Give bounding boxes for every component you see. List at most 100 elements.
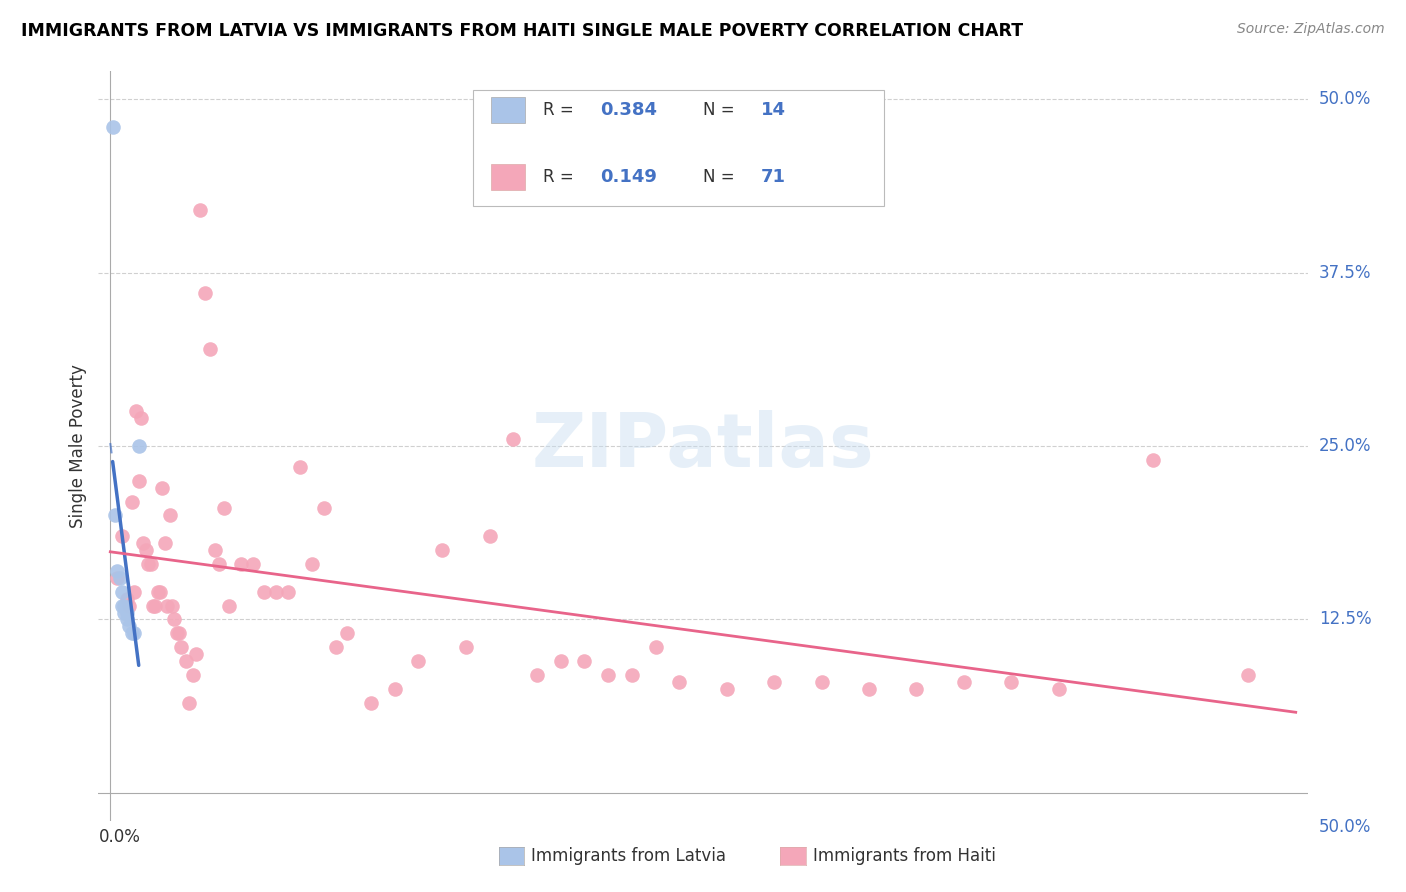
Point: [143, 599, 166, 613]
Point: [242, 557, 264, 571]
Point: [668, 674, 690, 689]
Point: [111, 584, 134, 599]
Point: [253, 584, 276, 599]
Point: [111, 599, 134, 613]
Point: [128, 439, 150, 453]
Point: [502, 432, 524, 446]
Point: [763, 674, 786, 689]
Point: [125, 404, 148, 418]
Y-axis label: Single Male Poverty: Single Male Poverty: [69, 364, 87, 528]
Point: [166, 626, 188, 640]
Point: [129, 411, 152, 425]
Point: [644, 640, 666, 655]
Point: [177, 696, 200, 710]
Point: [159, 508, 181, 523]
Point: [105, 564, 128, 578]
Point: [204, 543, 226, 558]
Text: 0.149: 0.149: [600, 168, 657, 186]
Text: Source: ZipAtlas.com: Source: ZipAtlas.com: [1237, 22, 1385, 37]
Text: 50.0%: 50.0%: [1319, 818, 1371, 836]
Point: [135, 543, 157, 558]
Point: [136, 557, 159, 571]
Text: R =: R =: [543, 102, 579, 120]
Point: [101, 120, 124, 134]
Point: [111, 529, 134, 543]
Point: [288, 459, 311, 474]
Point: [1237, 668, 1260, 682]
Point: [952, 674, 974, 689]
Point: [432, 543, 454, 558]
Point: [620, 668, 643, 682]
Point: [598, 668, 620, 682]
Point: [184, 647, 207, 661]
Point: [115, 591, 138, 606]
Point: [716, 681, 738, 696]
Point: [325, 640, 347, 655]
Point: [115, 612, 138, 626]
Text: ZIPatlas: ZIPatlas: [531, 409, 875, 483]
Point: [174, 654, 197, 668]
Text: 25.0%: 25.0%: [1319, 437, 1371, 455]
Point: [574, 654, 596, 668]
Text: 71: 71: [761, 168, 786, 186]
Point: [1047, 681, 1070, 696]
Bar: [492, 163, 526, 190]
Text: Immigrants from Latvia: Immigrants from Latvia: [531, 847, 727, 865]
Point: [156, 599, 179, 613]
Point: [198, 342, 221, 356]
Point: [1000, 674, 1022, 689]
Point: [550, 654, 572, 668]
Point: [170, 640, 193, 655]
Text: 0.0%: 0.0%: [98, 828, 141, 846]
Text: R =: R =: [543, 168, 579, 186]
Point: [122, 626, 145, 640]
Point: [478, 529, 501, 543]
Point: [526, 668, 548, 682]
Point: [142, 599, 165, 613]
Point: [194, 286, 217, 301]
Point: [264, 584, 287, 599]
Point: [218, 599, 240, 613]
Point: [336, 626, 359, 640]
Point: [122, 584, 145, 599]
Point: [114, 599, 136, 613]
Point: [905, 681, 928, 696]
Point: [118, 619, 141, 633]
Point: [121, 494, 143, 508]
Point: [208, 557, 231, 571]
Text: N =: N =: [703, 102, 740, 120]
Point: [312, 501, 335, 516]
Point: [146, 584, 169, 599]
Point: [104, 508, 127, 523]
FancyBboxPatch shape: [474, 90, 884, 206]
Point: [301, 557, 323, 571]
Text: 37.5%: 37.5%: [1319, 263, 1371, 282]
Point: [167, 626, 190, 640]
Point: [229, 557, 252, 571]
Point: [105, 571, 128, 585]
Text: 14: 14: [761, 102, 786, 120]
Point: [114, 606, 136, 620]
Point: [190, 203, 212, 218]
Point: [181, 668, 204, 682]
Point: [128, 474, 150, 488]
Point: [108, 571, 131, 585]
Point: [360, 696, 382, 710]
Point: [1142, 453, 1164, 467]
Point: [212, 501, 235, 516]
Point: [454, 640, 477, 655]
Point: [132, 536, 155, 550]
Point: [153, 536, 176, 550]
Text: N =: N =: [703, 168, 740, 186]
Point: [858, 681, 880, 696]
Point: [121, 626, 143, 640]
Text: IMMIGRANTS FROM LATVIA VS IMMIGRANTS FROM HAITI SINGLE MALE POVERTY CORRELATION : IMMIGRANTS FROM LATVIA VS IMMIGRANTS FRO…: [21, 22, 1024, 40]
Point: [408, 654, 430, 668]
Point: [149, 584, 172, 599]
Text: Immigrants from Haiti: Immigrants from Haiti: [813, 847, 995, 865]
Bar: [492, 97, 526, 123]
Point: [810, 674, 832, 689]
Point: [115, 606, 138, 620]
Point: [118, 599, 141, 613]
Point: [160, 599, 183, 613]
